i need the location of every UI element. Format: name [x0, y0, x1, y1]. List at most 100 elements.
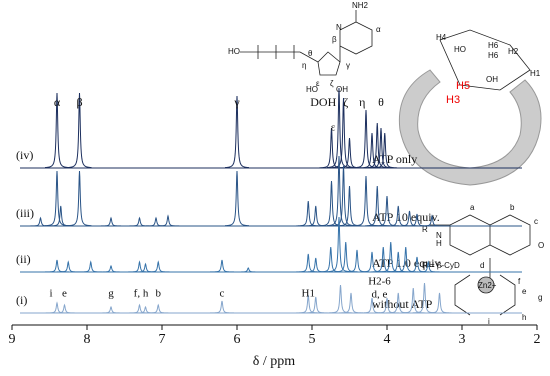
peak	[353, 175, 379, 227]
atp-label: HO	[306, 85, 318, 94]
peak-label: ζ	[343, 95, 348, 109]
peak-label: α	[54, 95, 61, 109]
zn-label: c	[534, 217, 538, 226]
peak	[427, 292, 452, 314]
peak	[44, 92, 70, 169]
peak	[365, 185, 390, 227]
peak-label: γ	[233, 95, 240, 109]
atp-label: OH	[336, 85, 348, 94]
peak	[326, 155, 352, 227]
zn-label: H	[436, 239, 442, 248]
zn-label: R = β-CyD	[422, 261, 460, 270]
peak	[44, 170, 70, 227]
zn-label: h	[522, 313, 526, 322]
peak-label: H1	[302, 288, 315, 300]
zn-label: N	[436, 231, 442, 240]
x-tick-label: 9	[9, 332, 16, 347]
peak	[326, 87, 352, 169]
peak	[146, 303, 171, 314]
cd-label: H6	[488, 51, 499, 60]
atp-label: ζ	[330, 79, 334, 88]
peak	[98, 264, 124, 273]
peak	[210, 300, 234, 314]
zn-label: e	[522, 287, 527, 296]
cd-label: H4	[436, 33, 447, 42]
peak	[143, 216, 169, 227]
cd-label: HO	[454, 45, 466, 54]
zn-label: b	[510, 203, 515, 212]
cd-label: H2	[508, 47, 519, 56]
x-tick-label: 7	[159, 332, 166, 347]
atp-label: N	[336, 23, 342, 32]
peak	[224, 95, 250, 169]
cd-label: H1	[530, 69, 541, 78]
zinc-complex	[430, 214, 531, 316]
peak	[296, 294, 321, 314]
peak	[331, 165, 356, 227]
zn-label: O	[538, 241, 544, 250]
peak	[98, 216, 124, 227]
peak	[56, 260, 81, 273]
peak	[393, 246, 418, 273]
peak	[67, 170, 92, 227]
peak	[328, 284, 353, 314]
x-tick-label: 8	[84, 332, 91, 347]
peak	[359, 132, 385, 169]
zn-label: R	[422, 225, 428, 234]
peak	[416, 260, 441, 273]
peak	[420, 214, 444, 227]
x-tick-label: 6	[234, 332, 241, 347]
peak-label: i	[49, 288, 52, 300]
zn-label: i	[488, 317, 490, 326]
peak-label: g	[108, 288, 114, 300]
peak-label: β	[76, 95, 82, 109]
peak	[236, 267, 261, 273]
peak	[374, 297, 400, 314]
atp-structure	[240, 10, 373, 76]
peak	[326, 216, 352, 273]
zn-label: Zn2+	[478, 281, 497, 290]
peak	[210, 259, 234, 273]
peak-label: f, h	[134, 288, 149, 300]
x-axis-title: δ / ppm	[253, 354, 295, 369]
peak	[45, 301, 69, 314]
peak-label: c	[220, 288, 225, 300]
cd-label: H3	[446, 94, 460, 106]
peak	[52, 303, 77, 314]
peak	[98, 305, 124, 314]
zn-label: g	[538, 293, 542, 302]
series-name: ATP 10 equiv.	[372, 210, 440, 224]
peak	[331, 97, 356, 169]
peak-label: d, e	[372, 289, 388, 301]
peak	[296, 253, 321, 273]
peak	[146, 260, 171, 273]
zn-label: d	[480, 261, 484, 270]
series-label: (ii)	[16, 252, 31, 266]
cd-label: H6	[488, 41, 499, 50]
atp-label: η	[302, 61, 306, 70]
peak-label: θ	[378, 95, 384, 109]
zn-label: a	[470, 203, 475, 212]
peak	[45, 259, 69, 273]
peak	[338, 292, 364, 314]
series-label: (i)	[16, 293, 27, 307]
series-label: (iv)	[16, 148, 33, 162]
peak	[372, 132, 397, 169]
peak	[67, 92, 92, 169]
atp-label: θ	[308, 49, 313, 58]
peak	[318, 246, 343, 273]
atp-label: ε	[316, 79, 320, 88]
peak	[374, 195, 400, 227]
x-tick-label: 3	[459, 332, 466, 347]
atp-label: β	[332, 35, 337, 44]
peak-label: H2-6	[368, 276, 391, 288]
peak-label: ε	[331, 122, 336, 134]
peak	[224, 170, 250, 227]
series-label: (iii)	[16, 206, 34, 220]
zn-label: f	[518, 277, 521, 286]
atp-label: NH2	[352, 1, 369, 10]
peak-label: η	[359, 95, 365, 109]
x-tick-label: 5	[309, 332, 316, 347]
peak-label: e	[62, 288, 67, 300]
